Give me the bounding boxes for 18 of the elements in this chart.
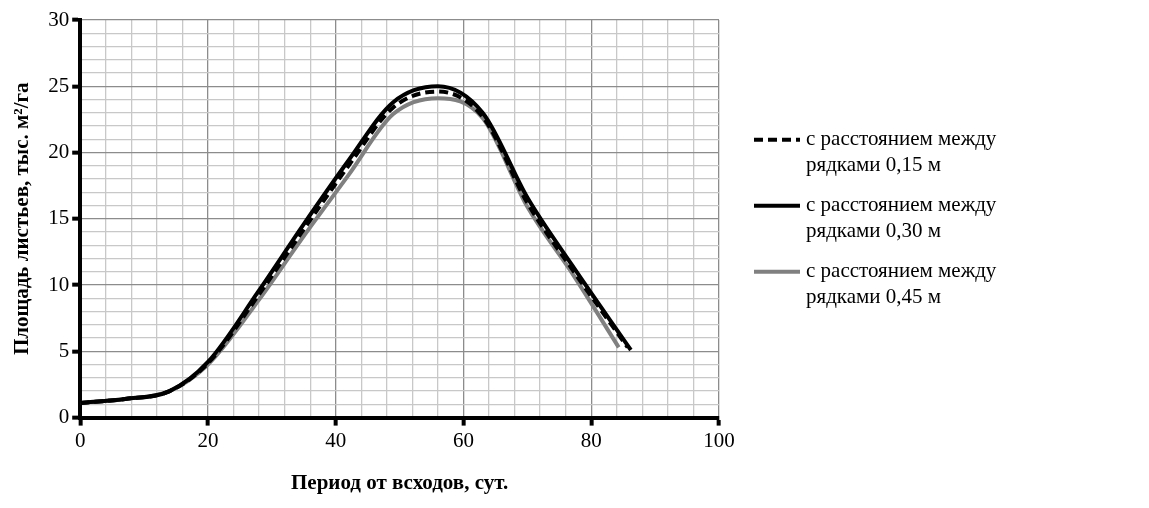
x-axis-title: Период от всходов, сут. [291, 469, 509, 494]
y-axis-title: Площадь листьев, тыс. м²/га [9, 82, 34, 356]
x-tick-label: 80 [580, 427, 602, 452]
y-tick-label: 25 [48, 72, 70, 97]
legend-label: с расстоянием между рядками 0,30 м [806, 192, 997, 243]
x-tick-label: 100 [703, 427, 735, 452]
y-tick-label: 5 [58, 337, 70, 362]
y-tick-label: 0 [58, 404, 70, 429]
y-tick-label: 30 [48, 6, 70, 31]
x-tick-label: 60 [452, 427, 474, 452]
y-tick-label: 10 [48, 271, 70, 296]
x-tick-label: 0 [74, 427, 86, 452]
y-tick-label: 20 [48, 139, 70, 164]
legend-label: с расстоянием между рядками 0,45 м [806, 258, 997, 309]
legend-label: с расстоянием между рядками 0,15 м [806, 126, 997, 177]
y-tick-label: 15 [48, 205, 70, 230]
x-tick-label: 20 [197, 427, 219, 452]
x-tick-label: 40 [325, 427, 347, 452]
